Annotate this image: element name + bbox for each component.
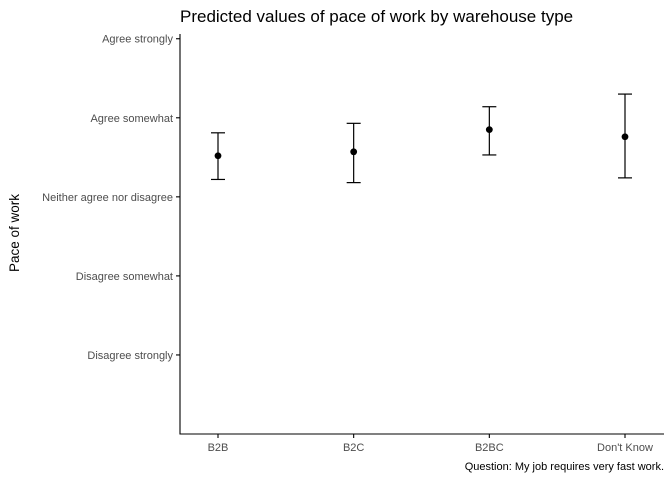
y-tick-label: Neither agree nor disagree <box>42 192 173 204</box>
x-tick-label: B2B <box>208 442 229 454</box>
data-point <box>621 133 629 141</box>
x-tick-label: B2BC <box>475 442 504 454</box>
y-tick-label: Disagree somewhat <box>76 271 173 283</box>
chart-caption: Question: My job requires very fast work… <box>465 461 664 473</box>
data-point <box>214 152 222 160</box>
y-tick-label: Agree somewhat <box>90 113 173 125</box>
data-point <box>350 148 358 156</box>
y-axis-title: Pace of work <box>7 194 22 272</box>
data-point <box>485 126 493 134</box>
y-tick-label: Agree strongly <box>102 34 173 46</box>
y-tick-label: Disagree strongly <box>87 350 173 362</box>
x-tick-label: Don't Know <box>597 442 653 454</box>
chart-title: Predicted values of pace of work by ware… <box>180 7 573 26</box>
plot-area: Disagree strongly Disagree somewhat Neithe… <box>42 34 664 454</box>
x-tick-label: B2C <box>343 442 364 454</box>
